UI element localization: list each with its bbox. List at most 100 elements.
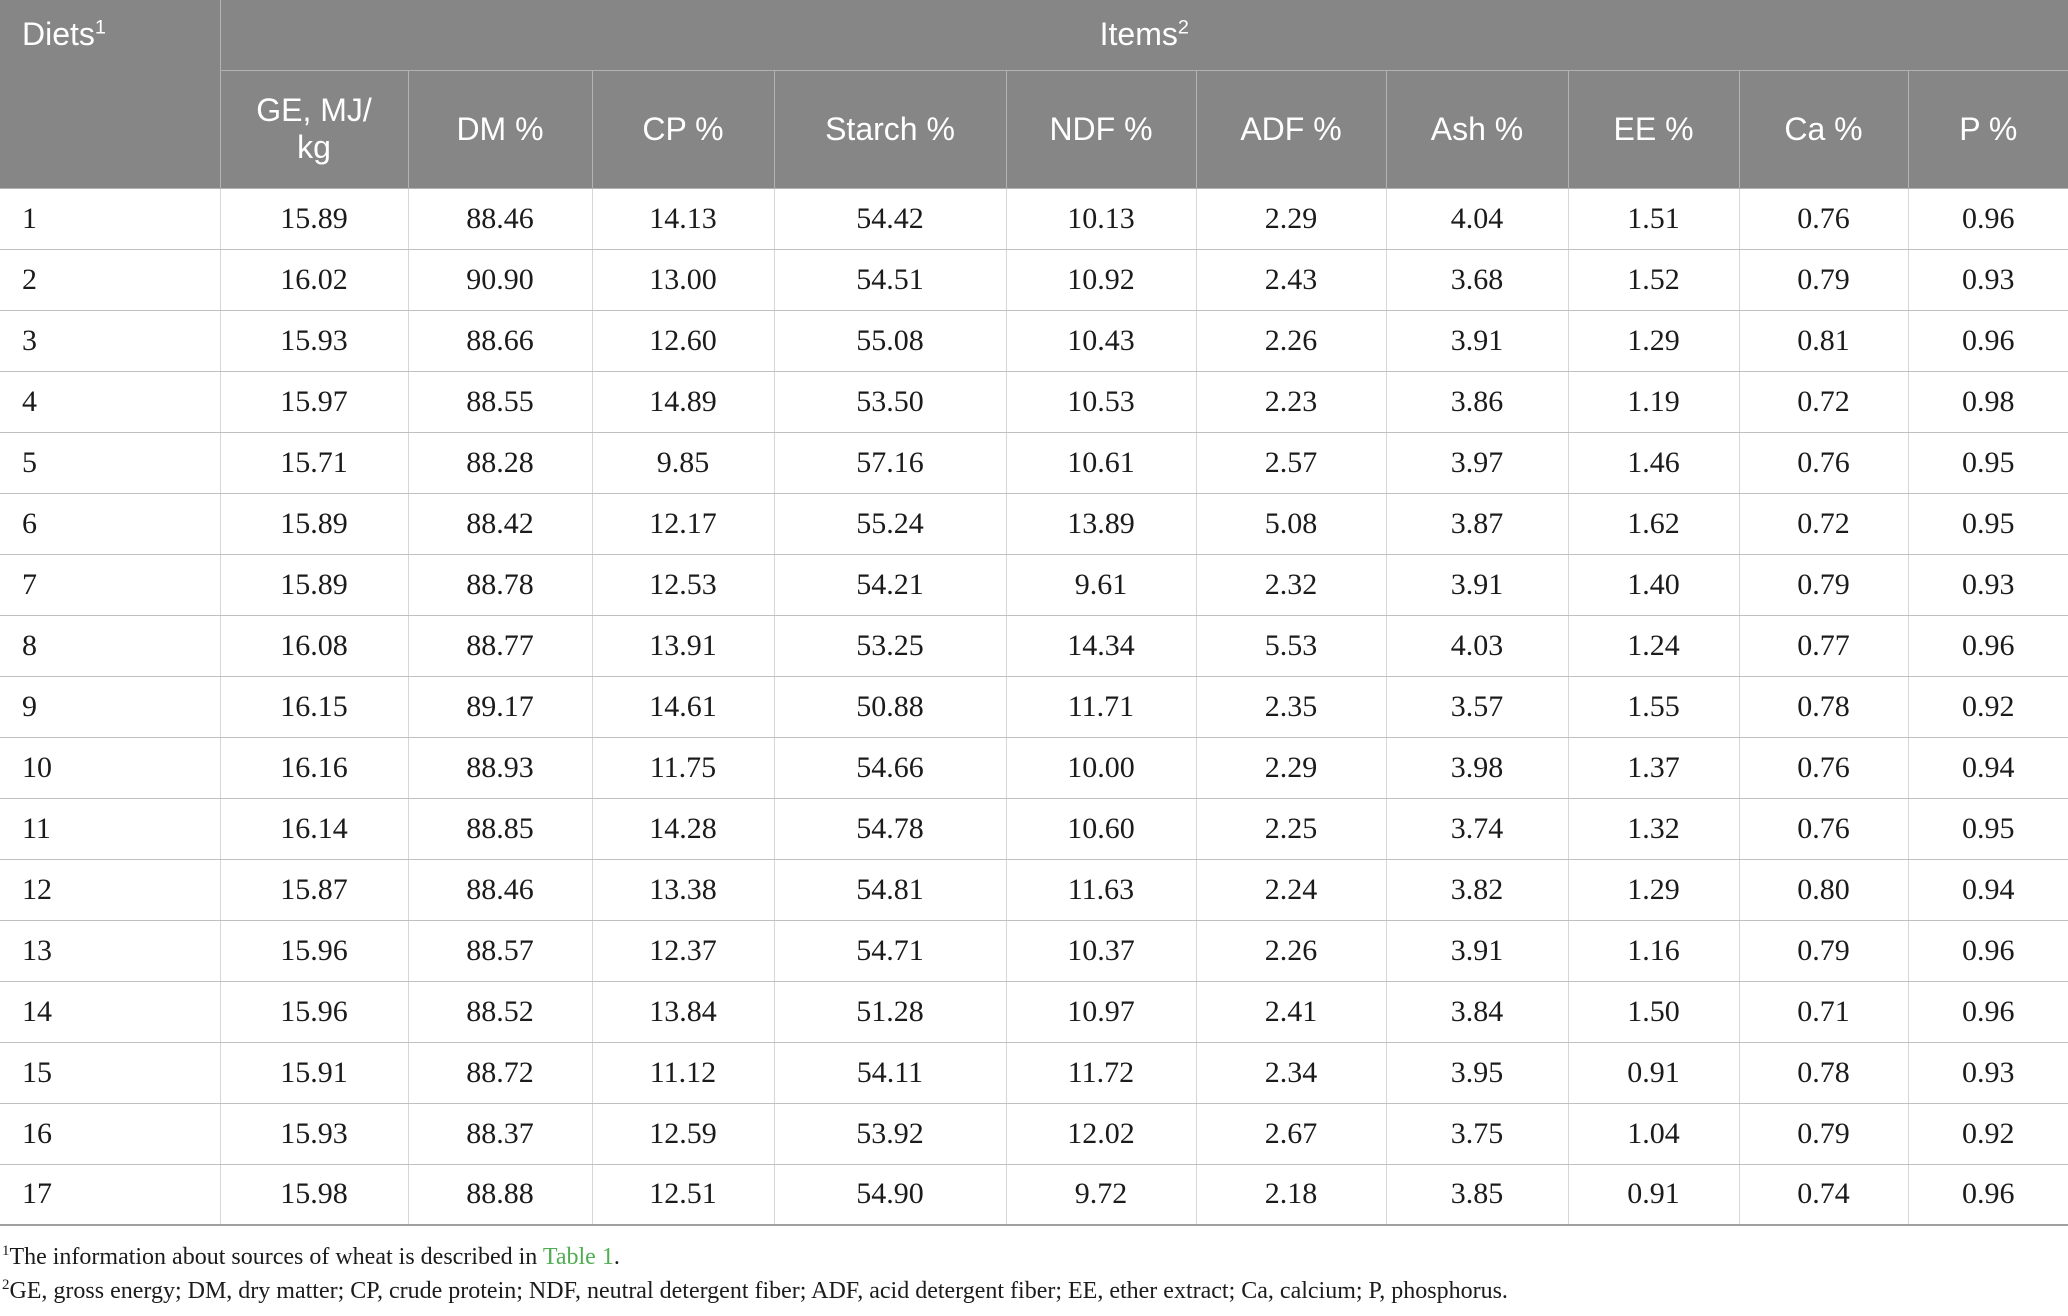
diet-cell: 5 — [0, 431, 221, 494]
value-cell: 0.95 — [1907, 492, 2068, 555]
value-cell: 1.62 — [1567, 492, 1740, 555]
value-cell: 10.60 — [1005, 797, 1197, 860]
value-cell: 3.85 — [1385, 1163, 1569, 1226]
value-cell: 54.71 — [773, 919, 1007, 982]
value-cell: 1.40 — [1567, 553, 1740, 616]
table-row: 3 15.93 88.66 12.60 55.08 10.43 2.26 3.9… — [0, 309, 2068, 372]
table-footnotes: 1The information about sources of wheat … — [0, 1240, 2068, 1308]
value-cell: 3.86 — [1385, 370, 1569, 433]
value-cell: 0.78 — [1738, 675, 1909, 738]
value-cell: 10.43 — [1005, 309, 1197, 372]
value-cell: 16.15 — [219, 675, 409, 738]
footnote-2-marker: 2 — [2, 1277, 10, 1293]
footnote-2-text: GE, gross energy; DM, dry matter; CP, cr… — [9, 1278, 1508, 1304]
value-cell: 54.51 — [773, 248, 1007, 311]
value-cell: 12.17 — [591, 492, 775, 555]
value-cell: 0.95 — [1907, 797, 2068, 860]
footnote-1: 1The information about sources of wheat … — [2, 1240, 2068, 1274]
value-cell: 0.91 — [1567, 1041, 1740, 1104]
value-cell: 3.95 — [1385, 1041, 1569, 1104]
diet-cell: 14 — [0, 980, 221, 1043]
value-cell: 9.85 — [591, 431, 775, 494]
diets-header-superscript: 1 — [94, 16, 106, 39]
value-cell: 15.96 — [219, 919, 409, 982]
table-row: 8 16.08 88.77 13.91 53.25 14.34 5.53 4.0… — [0, 614, 2068, 677]
value-cell: 1.46 — [1567, 431, 1740, 494]
value-cell: 1.29 — [1567, 858, 1740, 921]
value-cell: 2.24 — [1195, 858, 1387, 921]
table-row: 17 15.98 88.88 12.51 54.90 9.72 2.18 3.8… — [0, 1163, 2068, 1226]
value-cell: 13.00 — [591, 248, 775, 311]
value-cell: 0.96 — [1907, 980, 2068, 1043]
table-row: 16 15.93 88.37 12.59 53.92 12.02 2.67 3.… — [0, 1102, 2068, 1165]
value-cell: 88.72 — [407, 1041, 593, 1104]
value-cell: 0.79 — [1738, 919, 1909, 982]
value-cell: 12.02 — [1005, 1102, 1197, 1165]
value-cell: 3.75 — [1385, 1102, 1569, 1165]
value-cell: 2.18 — [1195, 1163, 1387, 1226]
value-cell: 0.96 — [1907, 188, 2068, 250]
value-cell: 54.66 — [773, 736, 1007, 799]
value-cell: 2.26 — [1195, 309, 1387, 372]
value-cell: 88.46 — [407, 858, 593, 921]
diet-cell: 8 — [0, 614, 221, 677]
value-cell: 0.93 — [1907, 1041, 2068, 1104]
col-header-starch: Starch % — [773, 69, 1007, 189]
diet-cell: 6 — [0, 492, 221, 555]
value-cell: 54.11 — [773, 1041, 1007, 1104]
value-cell: 0.98 — [1907, 370, 2068, 433]
value-cell: 0.77 — [1738, 614, 1909, 677]
value-cell: 15.91 — [219, 1041, 409, 1104]
value-cell: 14.13 — [591, 188, 775, 250]
table-row: 1 15.89 88.46 14.13 54.42 10.13 2.29 4.0… — [0, 188, 2068, 250]
value-cell: 2.23 — [1195, 370, 1387, 433]
value-cell: 1.24 — [1567, 614, 1740, 677]
diet-cell: 17 — [0, 1163, 221, 1226]
value-cell: 1.55 — [1567, 675, 1740, 738]
col-header-ndf: NDF % — [1005, 69, 1197, 189]
value-cell: 3.87 — [1385, 492, 1569, 555]
value-cell: 14.28 — [591, 797, 775, 860]
value-cell: 88.57 — [407, 919, 593, 982]
value-cell: 88.78 — [407, 553, 593, 616]
value-cell: 12.51 — [591, 1163, 775, 1226]
diet-cell: 1 — [0, 188, 221, 250]
value-cell: 10.13 — [1005, 188, 1197, 250]
value-cell: 2.57 — [1195, 431, 1387, 494]
value-cell: 11.63 — [1005, 858, 1197, 921]
value-cell: 0.93 — [1907, 248, 2068, 311]
value-cell: 3.68 — [1385, 248, 1569, 311]
value-cell: 3.97 — [1385, 431, 1569, 494]
value-cell: 12.53 — [591, 553, 775, 616]
value-cell: 0.76 — [1738, 736, 1909, 799]
table-header: Diets1 Items2 GE, MJ/ kg DM % CP % Starc… — [0, 0, 2068, 189]
value-cell: 14.61 — [591, 675, 775, 738]
value-cell: 16.14 — [219, 797, 409, 860]
value-cell: 9.61 — [1005, 553, 1197, 616]
value-cell: 10.53 — [1005, 370, 1197, 433]
value-cell: 1.52 — [1567, 248, 1740, 311]
value-cell: 54.21 — [773, 553, 1007, 616]
table-1-link[interactable]: Table 1 — [542, 1244, 614, 1270]
value-cell: 0.72 — [1738, 370, 1909, 433]
value-cell: 50.88 — [773, 675, 1007, 738]
table-row: 5 15.71 88.28 9.85 57.16 10.61 2.57 3.97… — [0, 431, 2068, 494]
diet-cell: 9 — [0, 675, 221, 738]
value-cell: 0.74 — [1738, 1163, 1909, 1226]
value-cell: 10.61 — [1005, 431, 1197, 494]
value-cell: 15.93 — [219, 1102, 409, 1165]
value-cell: 12.60 — [591, 309, 775, 372]
table-row: 10 16.16 88.93 11.75 54.66 10.00 2.29 3.… — [0, 736, 2068, 799]
value-cell: 0.93 — [1907, 553, 2068, 616]
table-row: 6 15.89 88.42 12.17 55.24 13.89 5.08 3.8… — [0, 492, 2068, 555]
value-cell: 0.76 — [1738, 431, 1909, 494]
value-cell: 15.89 — [219, 188, 409, 250]
value-cell: 2.35 — [1195, 675, 1387, 738]
table-row: 12 15.87 88.46 13.38 54.81 11.63 2.24 3.… — [0, 858, 2068, 921]
value-cell: 0.79 — [1738, 553, 1909, 616]
diet-cell: 7 — [0, 553, 221, 616]
value-cell: 0.92 — [1907, 675, 2068, 738]
value-cell: 0.96 — [1907, 919, 2068, 982]
table-body: 1 15.89 88.46 14.13 54.42 10.13 2.29 4.0… — [0, 188, 2068, 1226]
footnote-1-text: The information about sources of wheat i… — [9, 1244, 543, 1270]
